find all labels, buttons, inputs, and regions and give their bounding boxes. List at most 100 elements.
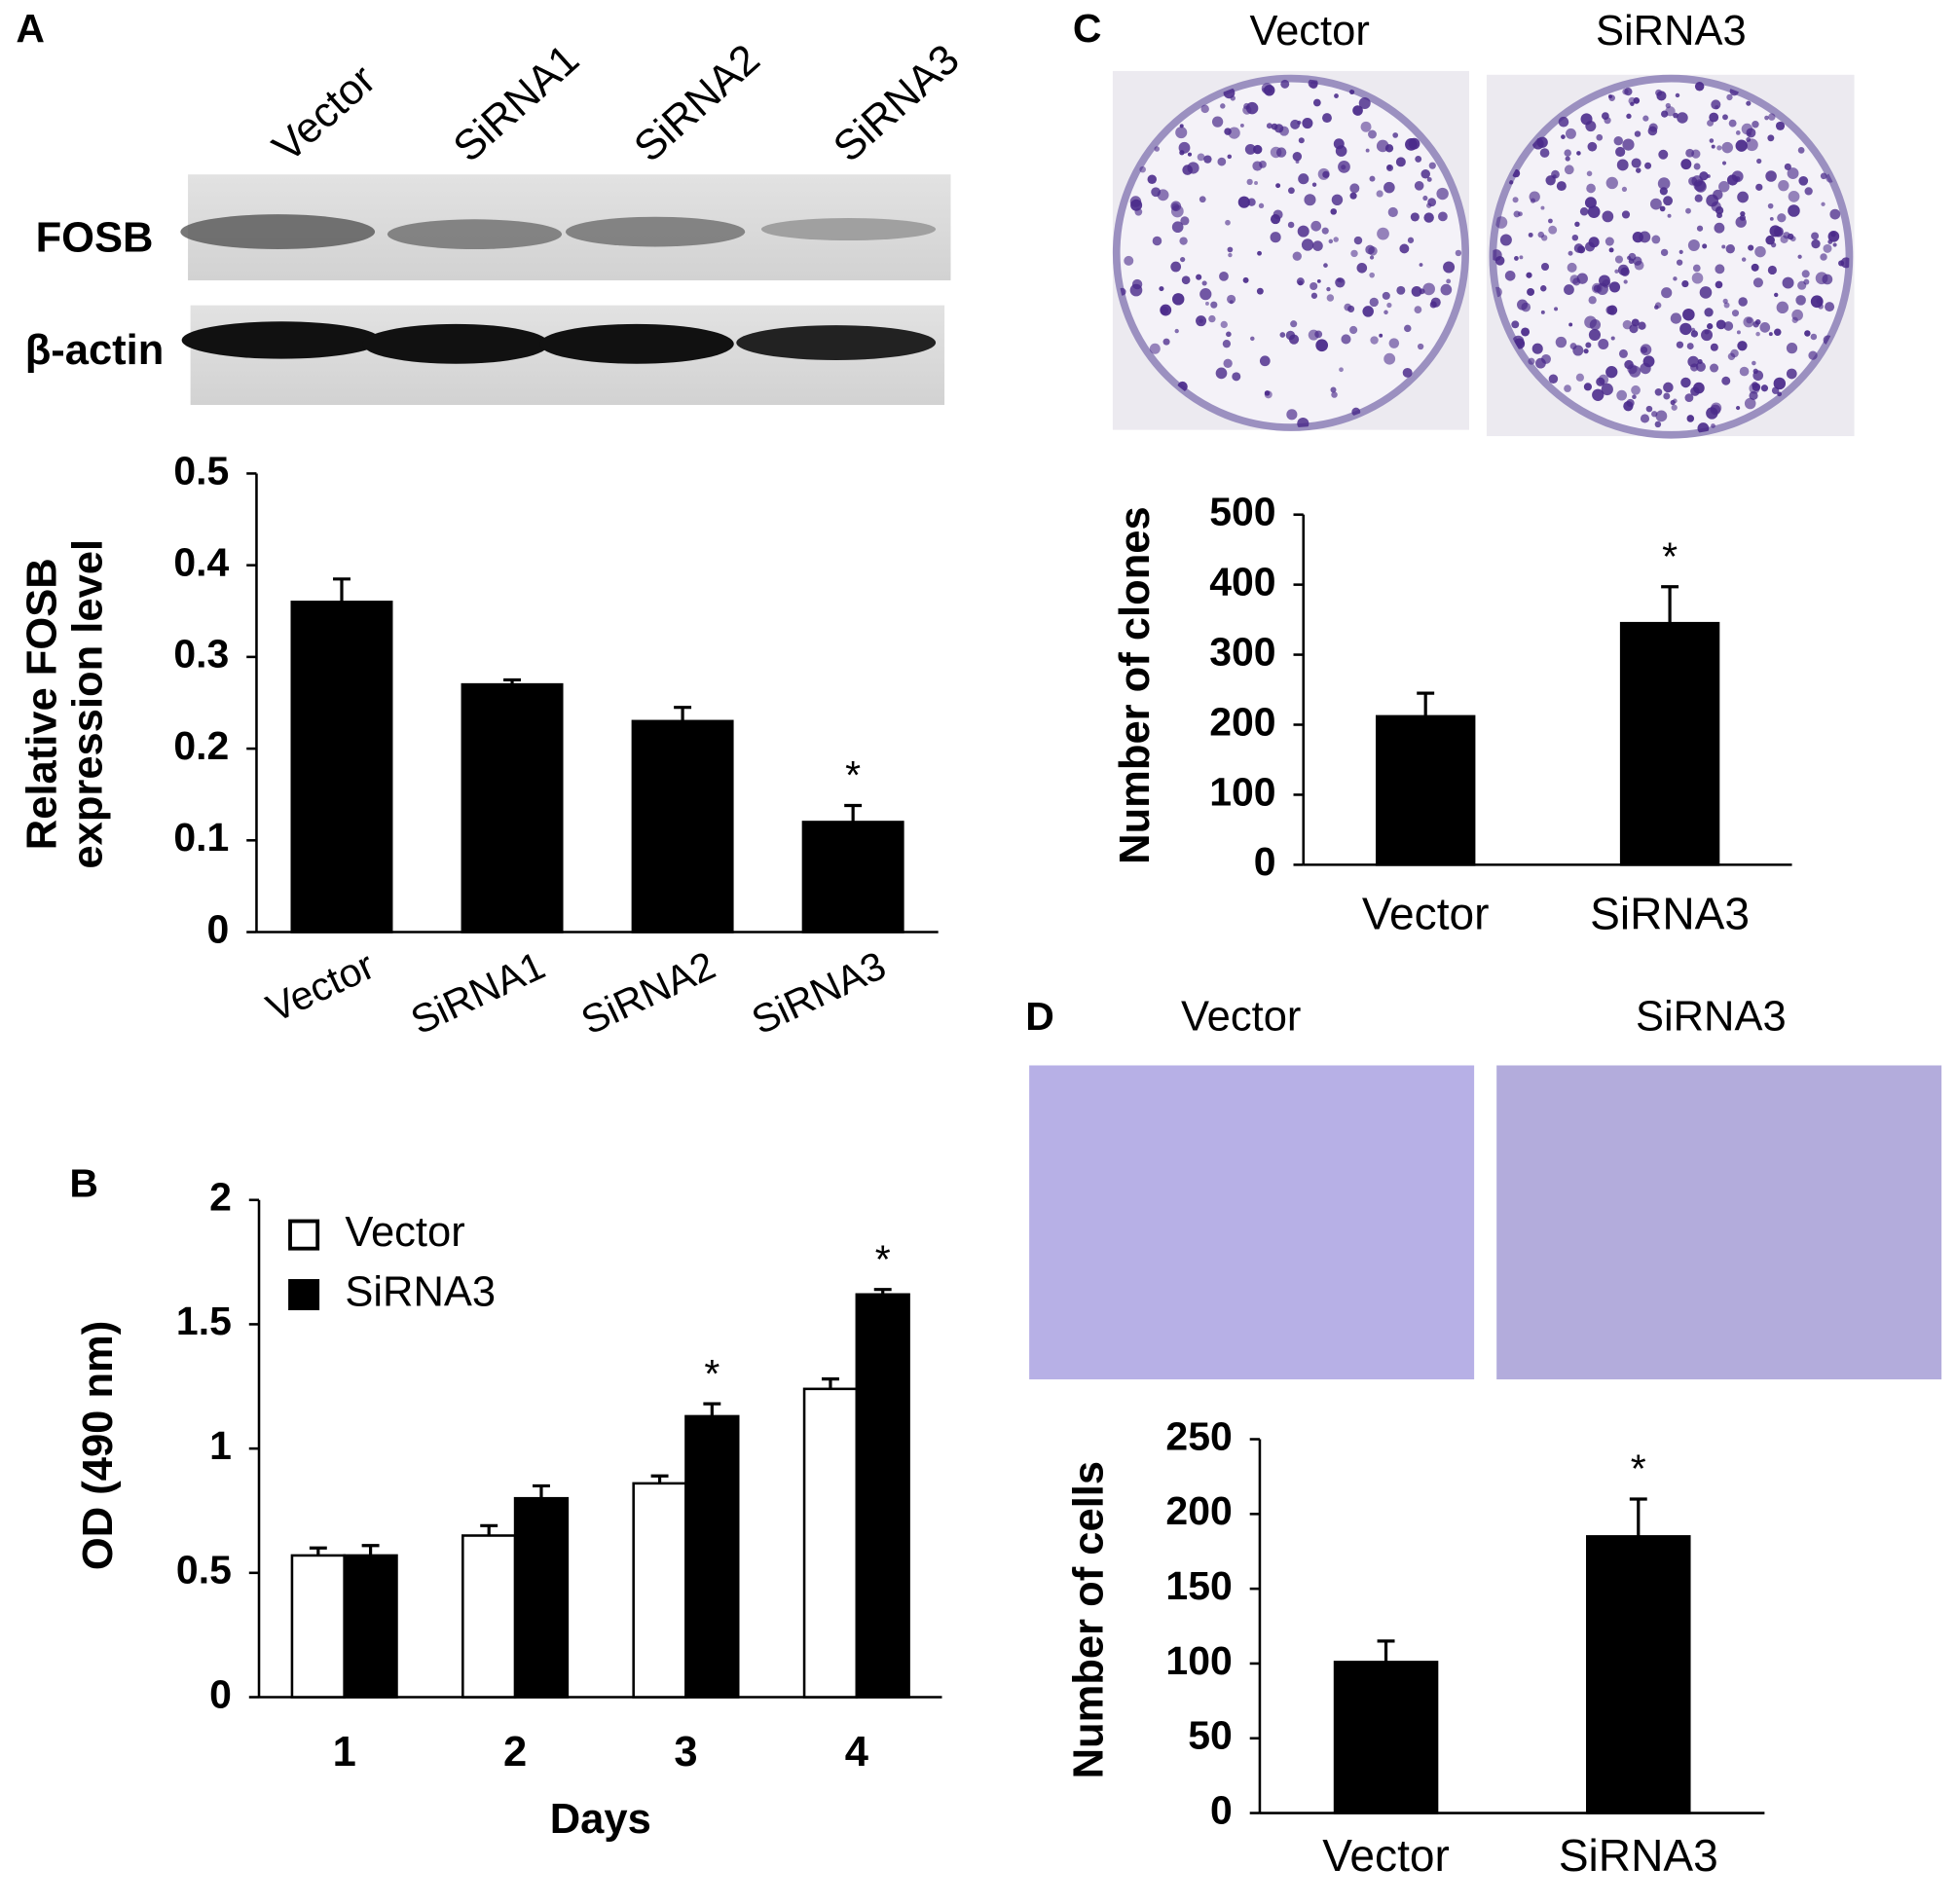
colony (1798, 175, 1809, 186)
colony (1203, 155, 1212, 164)
colony (1691, 272, 1704, 284)
colony (1707, 323, 1714, 330)
colony (1443, 261, 1456, 274)
colony (1588, 237, 1600, 248)
colony (1180, 256, 1186, 263)
colony (1376, 139, 1389, 153)
legend-label: Vector (345, 1209, 464, 1256)
colony (1227, 294, 1236, 304)
colony (1377, 227, 1389, 240)
colony (1585, 121, 1597, 132)
colony (1210, 301, 1218, 309)
colony (1680, 377, 1691, 388)
colony (1633, 256, 1642, 266)
error-bar (309, 1546, 327, 1556)
colony (1575, 373, 1585, 382)
colony (1257, 250, 1262, 256)
colony (1622, 138, 1635, 151)
colony (1621, 210, 1631, 219)
colony (1558, 116, 1569, 128)
x-tick-label: SiRNA3 (1590, 888, 1750, 938)
colony (1360, 121, 1372, 132)
colony (1816, 298, 1824, 305)
colony (1316, 278, 1321, 283)
colony (1159, 286, 1164, 292)
colony (1752, 277, 1763, 288)
colony (1353, 236, 1363, 245)
colony (1201, 280, 1207, 286)
colony (1569, 343, 1577, 350)
blot-band (387, 219, 563, 250)
colony (1827, 239, 1833, 244)
colony (1686, 343, 1694, 350)
colony (1628, 258, 1635, 265)
colony (1658, 149, 1669, 160)
colony (1692, 264, 1701, 273)
colony (1736, 406, 1741, 411)
bar (802, 1387, 859, 1699)
colony (1565, 156, 1570, 162)
plate (1112, 74, 1470, 431)
y-tick-label: 250 (1165, 1413, 1232, 1458)
colony (1317, 167, 1330, 180)
x-tick-label: 1 (333, 1729, 356, 1776)
colony (1208, 314, 1216, 323)
photo-label: Vector (1249, 8, 1369, 55)
lane-label: SiRNA2 (626, 36, 769, 171)
error-bar (1629, 1497, 1647, 1537)
photo-label: SiRNA3 (1636, 994, 1787, 1041)
colony (1566, 128, 1576, 139)
y-tick-label: 100 (1209, 769, 1275, 814)
colony (1759, 322, 1771, 333)
colony (1331, 391, 1338, 398)
legend-swatch (288, 1219, 320, 1251)
colony (1710, 363, 1719, 373)
colony (1682, 308, 1695, 321)
y-tick-label: 0 (1210, 1787, 1233, 1832)
colony (1215, 367, 1228, 380)
x-tick-label: Vector (260, 942, 382, 1031)
colony (1680, 159, 1692, 170)
colony (1569, 275, 1579, 284)
colony (1211, 116, 1224, 128)
colony (1290, 320, 1298, 328)
colony (1415, 155, 1422, 163)
colony (1654, 305, 1659, 310)
colony (1199, 196, 1206, 203)
significance-mark: * (1662, 533, 1678, 578)
blot-row-label: β-actin (25, 327, 165, 374)
error-bar (674, 706, 692, 721)
colony (1567, 262, 1577, 273)
colony (1556, 181, 1567, 192)
y-axis-label: expression level (65, 539, 112, 869)
colony (1548, 225, 1558, 235)
colony (1797, 280, 1807, 290)
colony (1310, 292, 1318, 299)
colony (1721, 161, 1727, 165)
colony (1731, 310, 1740, 317)
colony (1321, 227, 1329, 235)
colony (1690, 363, 1699, 372)
colony (1832, 242, 1837, 247)
bar (855, 1293, 910, 1699)
panel-label: C (1073, 6, 1102, 51)
colony (1554, 307, 1559, 311)
colony (1640, 414, 1650, 423)
colony (1259, 161, 1267, 168)
colony (1358, 97, 1371, 110)
legend-label: SiRNA3 (345, 1269, 496, 1316)
colony (1706, 174, 1711, 178)
colony (1618, 348, 1628, 358)
colony (1338, 160, 1350, 173)
colony (1768, 113, 1776, 121)
y-tick-label: 0.2 (173, 723, 229, 768)
colony (1631, 318, 1640, 327)
colony (1227, 154, 1233, 160)
colony (1414, 306, 1422, 313)
colony (1386, 302, 1392, 309)
colony (1376, 190, 1383, 198)
colony (1239, 123, 1244, 128)
photo (1496, 1065, 1942, 1380)
colony (1773, 226, 1784, 237)
colony (1752, 360, 1756, 366)
